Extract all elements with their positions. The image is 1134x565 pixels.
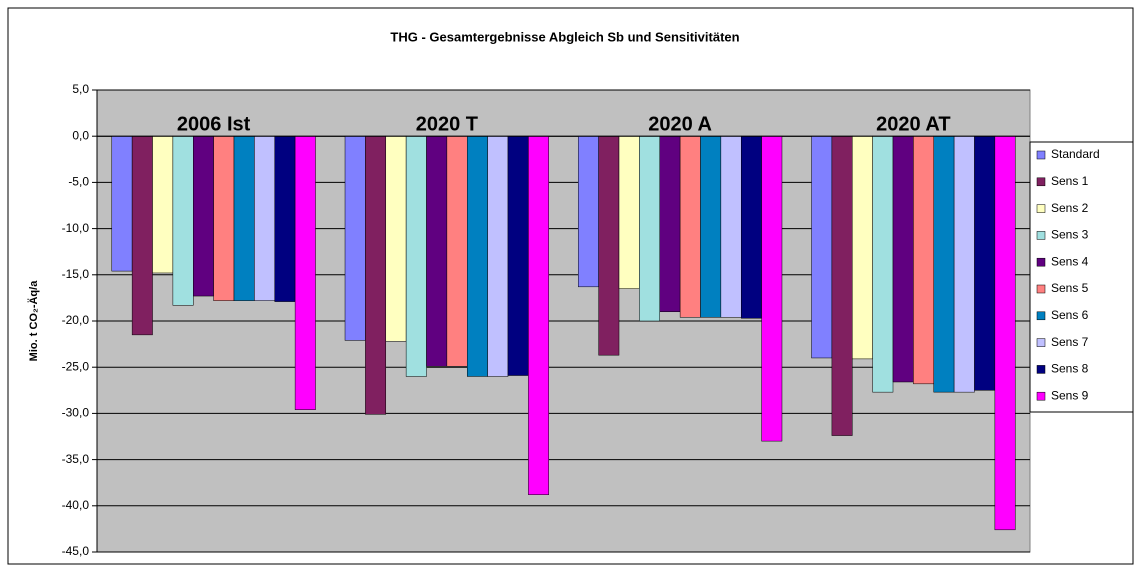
bar bbox=[254, 135, 275, 301]
bar bbox=[294, 135, 316, 410]
bar bbox=[405, 135, 427, 377]
y-tick-label: -25,0 bbox=[62, 359, 90, 373]
legend-label: Sens 1 bbox=[1051, 174, 1089, 188]
bar bbox=[679, 135, 701, 318]
legend-label: Sens 2 bbox=[1051, 201, 1089, 215]
y-tick-label: 5,0 bbox=[72, 82, 89, 96]
bar bbox=[720, 135, 742, 318]
bar bbox=[111, 135, 133, 272]
bar bbox=[831, 135, 853, 436]
bar bbox=[578, 135, 599, 288]
bar bbox=[740, 135, 762, 319]
y-tick-label: -30,0 bbox=[62, 406, 90, 420]
bar bbox=[446, 135, 468, 367]
bar bbox=[172, 135, 194, 306]
legend-label: Sens 5 bbox=[1051, 281, 1089, 295]
bar bbox=[528, 135, 549, 495]
bar bbox=[274, 135, 296, 302]
bar bbox=[761, 135, 783, 442]
legend-swatch bbox=[1036, 204, 1046, 213]
y-tick-label: -35,0 bbox=[62, 452, 90, 466]
legend-label: Sens 6 bbox=[1051, 308, 1089, 322]
bar bbox=[233, 135, 255, 301]
bar bbox=[131, 135, 153, 336]
bar bbox=[892, 135, 914, 383]
y-tick-label: 0,0 bbox=[72, 128, 89, 142]
bar bbox=[811, 135, 833, 359]
legend-label: Sens 9 bbox=[1051, 388, 1089, 402]
bar bbox=[385, 135, 407, 342]
legend-swatch bbox=[1036, 365, 1046, 374]
y-tick-label: -15,0 bbox=[62, 267, 90, 281]
legend-label: Sens 7 bbox=[1051, 335, 1089, 349]
bar bbox=[152, 135, 174, 274]
bar bbox=[659, 135, 681, 313]
bar bbox=[193, 135, 214, 297]
y-axis-title: Mio. t CO₂-Äq/a bbox=[27, 280, 40, 362]
y-tick-label: -45,0 bbox=[62, 544, 90, 558]
legend-swatch bbox=[1036, 391, 1046, 401]
bar bbox=[953, 135, 975, 393]
legend-swatch bbox=[1036, 177, 1046, 187]
legend-label: Sens 3 bbox=[1051, 228, 1089, 242]
legend-swatch bbox=[1036, 284, 1046, 294]
legend-swatch bbox=[1036, 150, 1046, 160]
category-label: 2006 Ist bbox=[177, 113, 251, 135]
bar bbox=[639, 135, 661, 322]
bar bbox=[213, 135, 235, 301]
bar bbox=[913, 135, 934, 385]
y-tick-label: -20,0 bbox=[62, 313, 90, 327]
bar bbox=[344, 135, 366, 341]
legend-box bbox=[1029, 141, 1134, 413]
bar bbox=[598, 135, 620, 356]
category-label: 2020 A bbox=[648, 113, 712, 135]
bar bbox=[507, 135, 529, 376]
category-label: 2020 AT bbox=[876, 113, 950, 135]
legend-label: Sens 4 bbox=[1051, 254, 1089, 268]
y-tick-label: -5,0 bbox=[68, 175, 89, 189]
legend-label: Standard bbox=[1051, 147, 1100, 161]
bar bbox=[974, 135, 996, 391]
legend-swatch bbox=[1036, 338, 1046, 347]
legend-swatch bbox=[1036, 231, 1046, 240]
bar bbox=[994, 135, 1016, 531]
legend-label: Sens 8 bbox=[1051, 362, 1089, 376]
bar bbox=[466, 135, 488, 377]
legend-swatch bbox=[1036, 257, 1046, 267]
legend-swatch bbox=[1036, 311, 1046, 321]
bar bbox=[618, 135, 640, 289]
chart-title: THG - Gesamtergebnisse Abgleich Sb und S… bbox=[390, 29, 739, 44]
bar bbox=[700, 135, 722, 318]
bar bbox=[872, 135, 894, 393]
bar bbox=[365, 135, 387, 415]
bar bbox=[487, 135, 509, 377]
bar bbox=[933, 135, 955, 393]
bar bbox=[852, 135, 873, 360]
y-tick-label: -10,0 bbox=[62, 221, 90, 235]
category-label: 2020 T bbox=[416, 113, 478, 135]
bar bbox=[426, 135, 448, 367]
y-tick-label: -40,0 bbox=[62, 498, 90, 512]
